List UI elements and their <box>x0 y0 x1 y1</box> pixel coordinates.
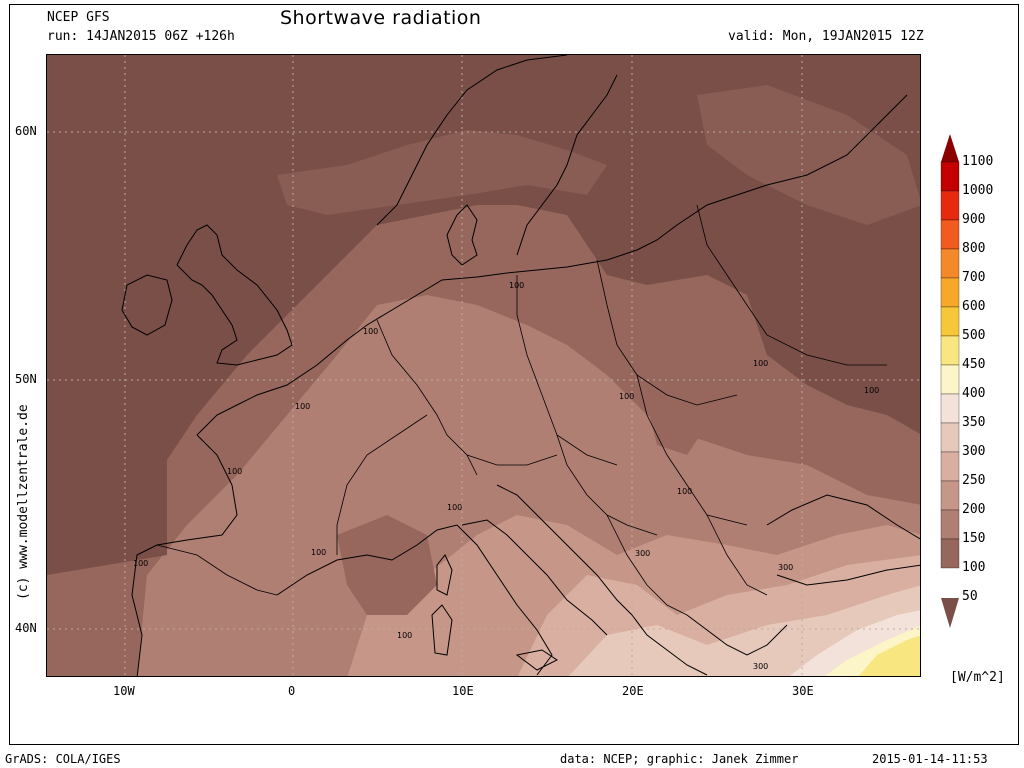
radiation-field <box>47 55 920 676</box>
color-bar-swatch <box>940 538 960 569</box>
lon-label: 20E <box>622 684 644 698</box>
contour-label: 100 <box>864 386 880 395</box>
chart-title: Shortwave radiation <box>280 7 482 29</box>
contour-label: 100 <box>753 359 769 368</box>
footer-middle: data: NCEP; graphic: Janek Zimmer <box>560 752 799 766</box>
color-bar-swatch <box>940 335 960 366</box>
lat-label: 60N <box>15 124 37 138</box>
lon-label: 10E <box>452 684 474 698</box>
model-name: NCEP GFS <box>47 10 110 25</box>
lat-label: 40N <box>15 621 37 635</box>
contour-label: 300 <box>778 563 794 572</box>
contour-label: 100 <box>311 548 327 557</box>
color-bar-swatch <box>940 248 960 279</box>
color-bar-swatch <box>940 451 960 482</box>
contour-label: 100 <box>295 402 311 411</box>
legend-level-label: 1100 <box>962 154 994 169</box>
contour-label: 100 <box>133 559 149 568</box>
figure-frame <box>9 4 1019 745</box>
color-bar-swatch <box>940 277 960 308</box>
color-bar-swatch <box>940 509 960 540</box>
legend-level-label: 700 <box>962 270 986 285</box>
legend-level-label: 200 <box>962 502 986 517</box>
contour-label: 100 <box>363 327 379 336</box>
contour-label: 100 <box>447 503 463 512</box>
legend-level-label: 600 <box>962 299 986 314</box>
legend-level-label: 500 <box>962 328 986 343</box>
field-min-carpathian <box>647 395 707 455</box>
color-bar-swatch <box>940 306 960 337</box>
legend-level-label: 350 <box>962 415 986 430</box>
unit-label: [W/m^2] <box>950 670 1005 685</box>
legend-level-label: 150 <box>962 531 986 546</box>
field-band-northsea <box>277 130 607 215</box>
contour-label: 100 <box>397 631 413 640</box>
color-bar-swatch <box>940 161 960 192</box>
map-panel: 100 100 100 100 100 100 100 100 100 100 … <box>46 54 921 677</box>
color-bar-swatch <box>940 364 960 395</box>
color-bar-swatch <box>940 422 960 453</box>
field-min-atlantic <box>47 55 167 575</box>
legend-level-label: 900 <box>962 212 986 227</box>
legend-level-label: 450 <box>962 357 986 372</box>
graticule <box>47 55 920 676</box>
contour-label: 300 <box>753 662 769 671</box>
credit-text: (c) www.modellzentrale.de <box>16 404 31 600</box>
lon-label: 0 <box>288 684 296 698</box>
color-bar-swatch <box>940 219 960 250</box>
coastlines <box>121 55 920 676</box>
valid-time: valid: Mon, 19JAN2015 12Z <box>728 29 924 44</box>
field-min-med <box>337 515 437 615</box>
field-band-baltic <box>697 85 920 225</box>
lon-label: 10W <box>113 684 135 698</box>
run-info: run: 14JAN2015 06Z +126h <box>47 29 235 44</box>
contour-label: 100 <box>509 281 525 290</box>
contour-label: 100 <box>227 467 243 476</box>
legend-level-label: 100 <box>962 560 986 575</box>
color-bar <box>940 134 960 628</box>
contour-label: 300 <box>635 549 651 558</box>
footer-left: GrADS: COLA/IGES <box>5 752 121 766</box>
color-bar-swatch <box>940 393 960 424</box>
color-bar-swatch <box>940 190 960 221</box>
lat-label: 50N <box>15 372 37 386</box>
legend-level-label: 400 <box>962 386 986 401</box>
color-bar-top-arrow <box>941 134 959 162</box>
legend-level-label: 1000 <box>962 183 994 198</box>
legend-level-label: 50 <box>962 589 978 604</box>
country-borders <box>156 204 887 616</box>
contour-label: 100 <box>677 487 693 496</box>
legend-level-label: 800 <box>962 241 986 256</box>
field-band-450 <box>858 635 920 676</box>
legend-level-label: 250 <box>962 473 986 488</box>
lon-label: 30E <box>792 684 814 698</box>
footer-right: 2015-01-14-11:53 <box>872 752 988 766</box>
legend-level-label: 300 <box>962 444 986 459</box>
contour-label: 100 <box>619 392 635 401</box>
color-bar-bottom-arrow <box>941 598 959 628</box>
color-bar-swatch <box>940 480 960 511</box>
